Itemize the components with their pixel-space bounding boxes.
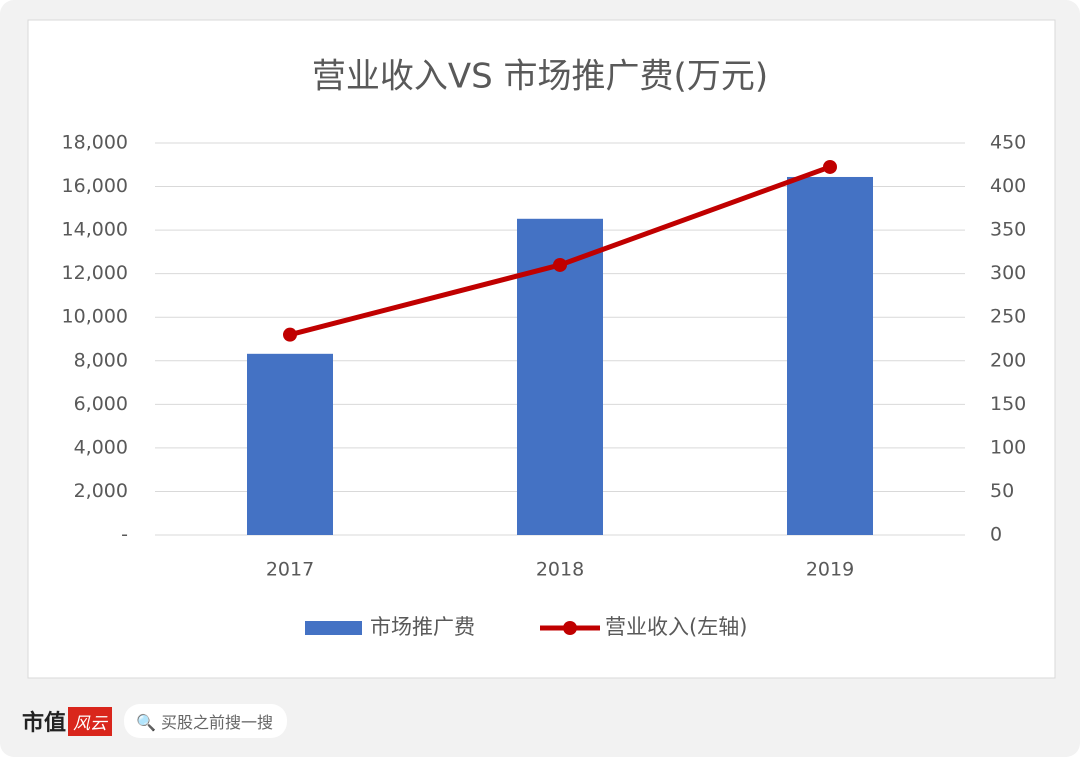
- chart: 营业收入VS 市场推广费(万元) - 2,000 4,000 6,000 8,000 10…: [27, 19, 1056, 679]
- y2-tick-label: 400: [990, 175, 1026, 197]
- x-tick-label: 2019: [806, 559, 854, 581]
- bar: [787, 176, 873, 535]
- legend-swatch: [305, 621, 362, 635]
- bar: [247, 353, 333, 535]
- y2-tick-label: 300: [990, 262, 1026, 284]
- y-tick-label: 16,000: [62, 175, 128, 197]
- line-point: [823, 159, 837, 174]
- search-box[interactable]: 🔍 买股之前搜一搜: [124, 704, 288, 738]
- y2-tick-label: 350: [990, 219, 1026, 241]
- y-tick-label: 14,000: [62, 219, 128, 241]
- y2-tick-label: 250: [990, 306, 1026, 328]
- y-tick-label: 10,000: [62, 306, 128, 328]
- chart-title: 营业收入VS 市场推广费(万元): [312, 57, 768, 97]
- y2-tick-label: 0: [990, 524, 1002, 546]
- y-tick-label: 2,000: [74, 480, 128, 502]
- y-tick-label: 6,000: [74, 393, 128, 415]
- y-tick-label: 12,000: [62, 262, 128, 284]
- search-text: 买股之前搜一搜: [161, 713, 274, 732]
- y2-tick-label: 200: [990, 349, 1026, 371]
- legend-label: 营业收入(左轴): [605, 615, 747, 639]
- y-tick-label: 4,000: [74, 436, 128, 458]
- y-tick-label: 18,000: [62, 132, 128, 154]
- legend-label: 市场推广费: [370, 615, 475, 639]
- y2-tick-label: 100: [990, 436, 1026, 458]
- footer: 市值 风云 🔍 买股之前搜一搜: [22, 704, 288, 738]
- brand-mark: 风云: [68, 706, 113, 736]
- line-point: [553, 257, 567, 272]
- x-tick-label: 2017: [266, 559, 314, 581]
- y2-tick-label: 150: [990, 393, 1026, 415]
- y2-tick-label: 50: [990, 480, 1014, 502]
- y-tick-label: -: [121, 524, 128, 546]
- legend-swatch: [563, 621, 577, 635]
- y-tick-label: 8,000: [74, 349, 128, 371]
- brand: 市值: [22, 710, 67, 736]
- line-point: [283, 327, 297, 342]
- x-tick-label: 2018: [536, 559, 584, 581]
- y2-tick-label: 450: [990, 132, 1026, 154]
